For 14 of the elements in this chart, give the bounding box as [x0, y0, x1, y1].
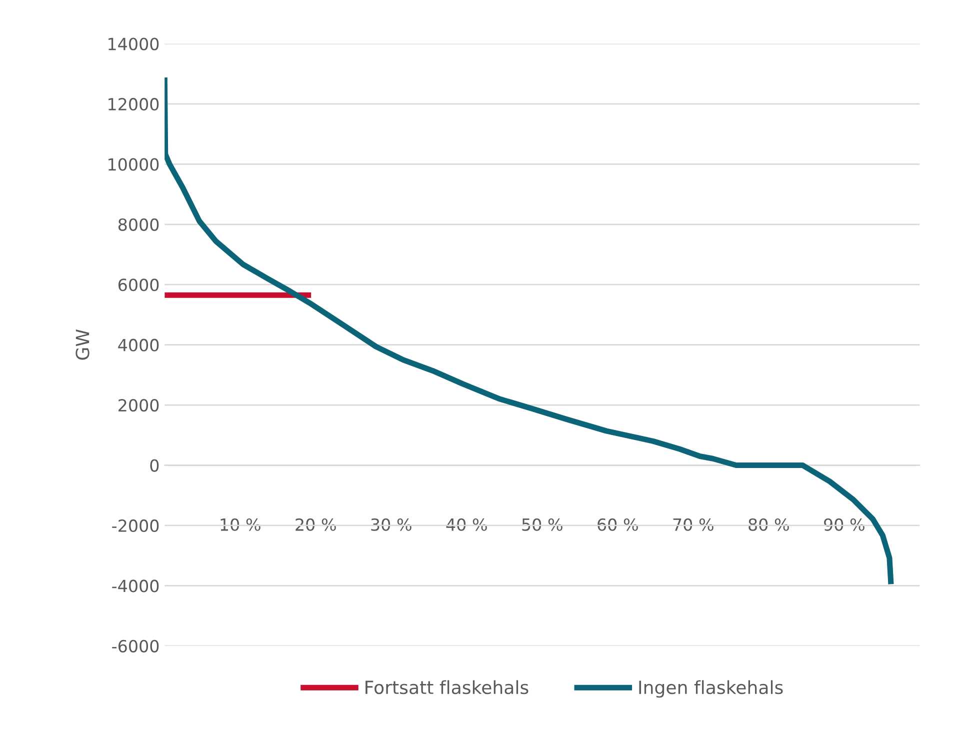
y-tick-label: 0	[150, 459, 159, 472]
y-tick-label: 6000	[118, 278, 159, 292]
y-tick-label: -6000	[112, 640, 159, 652]
y-tick-label: 12000	[108, 98, 159, 111]
y-tick-label: 8000	[118, 218, 159, 231]
y-tick-label: -4000	[112, 580, 159, 592]
y-tick-label: 10000	[108, 158, 159, 171]
y-tick-label: 4000	[118, 338, 159, 352]
legend-label: Fortsatt flaskehals	[366, 680, 528, 694]
y-tick-label: -2000	[112, 519, 159, 532]
legend-label: Ingen flaskehals	[639, 680, 783, 698]
y-tick-label: 14000	[108, 38, 159, 50]
y-axis-title: GW	[76, 329, 90, 360]
y-tick-label: 2000	[118, 398, 159, 412]
